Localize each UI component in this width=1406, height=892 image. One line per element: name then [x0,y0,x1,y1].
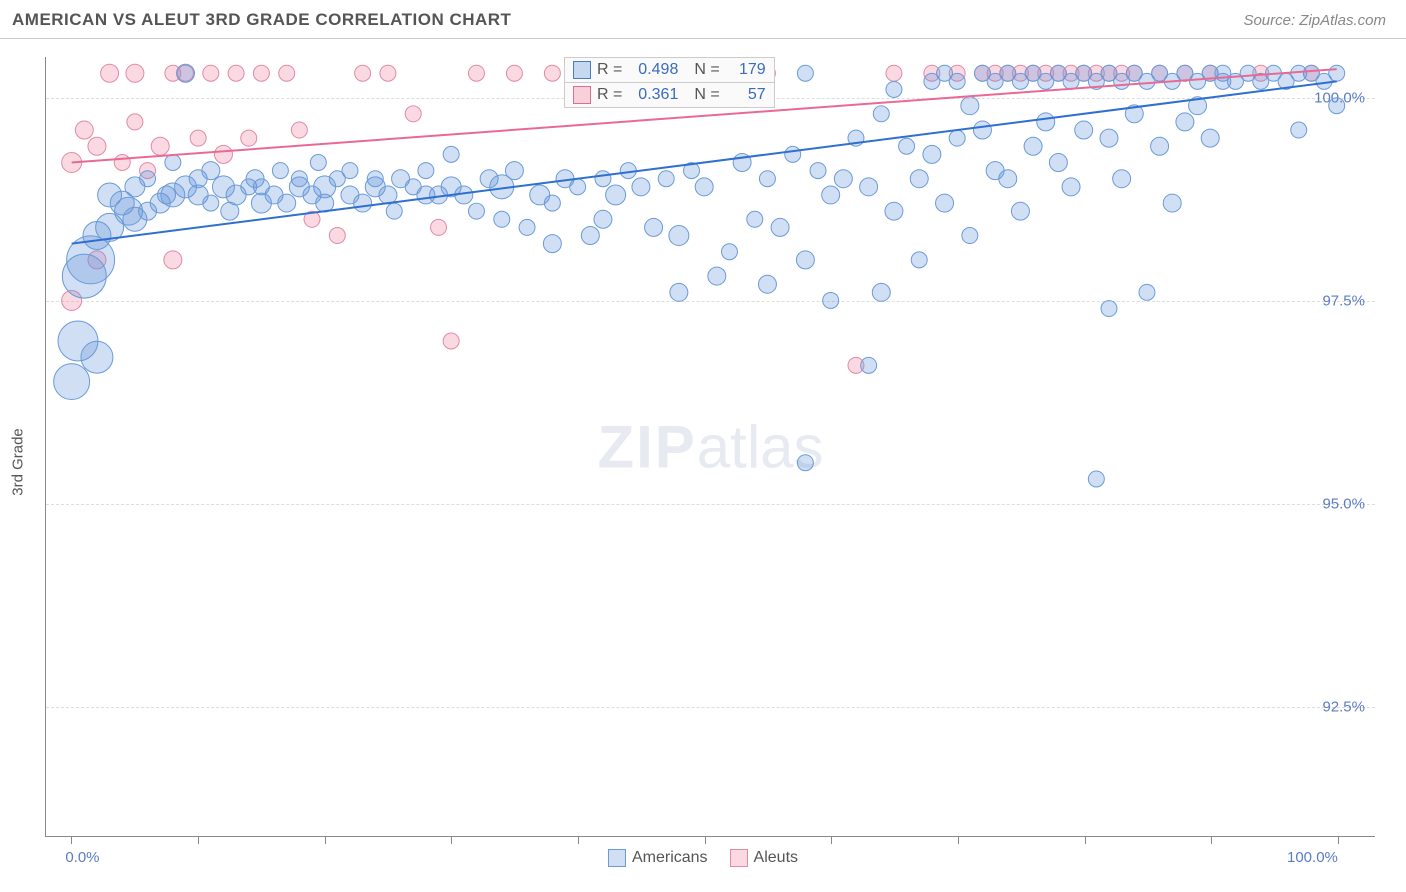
scatter-svg [46,57,1375,836]
chart-title: AMERICAN VS ALEUT 3RD GRADE CORRELATION … [12,10,511,30]
watermark: ZIPatlas [597,412,823,481]
legend-item-americans: Americans [608,849,708,867]
y-tick-label: 95.0% [1322,495,1365,512]
gridline-h [46,707,1375,708]
y-tick-label: 97.5% [1322,292,1365,309]
x-tick [325,836,326,844]
gridline-h [46,504,1375,505]
legend-item-aleuts: Aleuts [730,849,798,867]
x-tick [958,836,959,844]
correlation-legend: R =0.498N =179R =0.361N =57 [564,57,775,108]
x-tick [198,836,199,844]
x-tick [451,836,452,844]
x-tick [578,836,579,844]
x-tick [705,836,706,844]
series-legend: Americans Aleuts [608,849,798,867]
x-tick [1085,836,1086,844]
swatch-americans [608,849,626,867]
y-axis-label: 3rd Grade [10,428,27,496]
x-tick [831,836,832,844]
chart-source: Source: ZipAtlas.com [1243,12,1386,29]
legend-row: R =0.498N =179 [565,58,774,83]
legend-row: R =0.361N =57 [565,83,774,107]
legend-swatch [573,86,591,104]
x-tick [71,836,72,844]
y-tick-label: 100.0% [1314,89,1365,106]
legend-swatch [573,61,591,79]
swatch-aleuts [730,849,748,867]
y-tick-label: 92.5% [1322,699,1365,716]
x-tick [1211,836,1212,844]
chart-container: 3rd Grade 92.5% 95.0% 97.5% 100.0% ZIPatlas… [0,39,1406,884]
plot-area: 92.5% 95.0% 97.5% 100.0% ZIPatlas R =0.498N… [45,57,1375,837]
chart-header: AMERICAN VS ALEUT 3RD GRADE CORRELATION … [0,0,1406,39]
x-axis-right-label: 100.0% [1287,849,1338,866]
x-axis-left-label: 0.0% [65,849,99,866]
gridline-h [46,301,1375,302]
x-tick [1338,836,1339,844]
